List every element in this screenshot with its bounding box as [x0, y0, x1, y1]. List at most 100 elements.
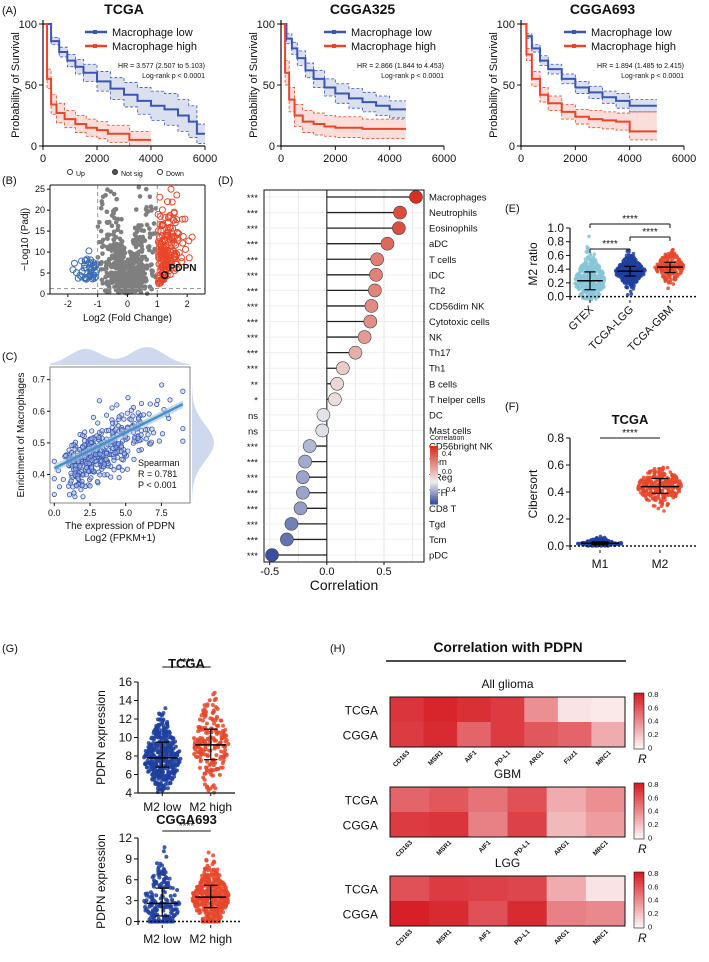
- heatmap-cell: [591, 697, 626, 723]
- y-axis-label: Probability of Survival: [10, 32, 22, 138]
- hazard-ratio: HR = 3.577 (2.507 to 5.103): [118, 63, 205, 70]
- data-point: [108, 474, 114, 480]
- colorbar-cell: [430, 470, 438, 474]
- data-point: [616, 267, 621, 272]
- data-point: [205, 702, 210, 707]
- data-point: [207, 911, 212, 916]
- legend-marker-2: [157, 169, 163, 175]
- data-point: [170, 897, 175, 902]
- significance-label: ***: [247, 271, 258, 282]
- data-point: [624, 285, 629, 290]
- x-tick-label: 4000: [139, 153, 163, 165]
- point-not-sig: [131, 288, 136, 293]
- colorbar-cell: [634, 719, 644, 723]
- data-point: [202, 889, 207, 894]
- data-point: [204, 857, 209, 862]
- data-point: [218, 914, 223, 919]
- data-point: [631, 251, 636, 256]
- data-point: [172, 774, 177, 779]
- point-not-sig: [138, 289, 144, 295]
- data-point: [211, 859, 216, 864]
- point-not-sig: [105, 246, 111, 252]
- panel-label: (H): [330, 643, 345, 655]
- data-point: [180, 425, 186, 432]
- colorbar-cell: [634, 922, 644, 926]
- data-point: [675, 274, 680, 279]
- logrank-p: Log-rank p < 0.0001: [621, 73, 684, 80]
- point-not-sig: [118, 229, 124, 235]
- panel-title: CGGA693: [570, 1, 636, 17]
- legend-label-1: Macrophage high: [591, 41, 676, 53]
- data-point: [147, 917, 152, 922]
- km-panel-1: CGGA325 0 50 100 0 2000 4000 6000 Probability of…: [248, 1, 456, 165]
- lollipop-dot: [409, 190, 423, 204]
- point-not-sig: [99, 199, 105, 204]
- colorbar-cell: [634, 821, 644, 825]
- column-label: MRC1: [595, 749, 613, 767]
- point-up: [166, 254, 174, 262]
- data-point: [103, 456, 109, 462]
- data-point: [220, 765, 225, 770]
- data-point: [664, 263, 668, 268]
- point-up: [188, 233, 196, 241]
- y-tick-label: 0.4: [32, 470, 45, 480]
- x-tick-label: 4000: [617, 153, 641, 165]
- y-tick-label: 100: [19, 19, 37, 31]
- x-tick-label: 6000: [432, 153, 456, 165]
- y-tick-label: 0.4: [547, 485, 564, 499]
- data-point: [221, 910, 226, 915]
- data-point: [161, 725, 166, 730]
- column-label: PD-L1: [494, 749, 513, 768]
- heatmap-cell: [585, 876, 626, 902]
- data-point: [168, 752, 173, 757]
- point-not-sig: [147, 194, 153, 200]
- data-point: [96, 398, 102, 404]
- lollipop-dot: [302, 439, 317, 453]
- colorbar-cell: [634, 794, 644, 799]
- x-tick-label: 0: [518, 153, 524, 165]
- point-not-sig: [138, 270, 143, 275]
- data-point: [69, 442, 75, 448]
- data-point: [105, 427, 112, 434]
- data-point: [157, 903, 162, 908]
- heatmap-cell: [468, 787, 508, 813]
- data-point: [219, 749, 224, 754]
- category-label: aDC: [429, 239, 448, 250]
- legend-marker-1: [332, 44, 336, 48]
- x-tick-label: 4000: [377, 153, 401, 165]
- data-point: [213, 718, 218, 723]
- data-point: [678, 481, 683, 486]
- data-point: [674, 479, 679, 484]
- data-point: [602, 535, 607, 540]
- data-point: [144, 893, 149, 898]
- point-not-sig: [119, 216, 124, 222]
- data-point: [585, 250, 590, 254]
- data-point: [167, 876, 172, 881]
- data-point: [154, 861, 159, 866]
- data-point: [621, 258, 626, 263]
- data-point: [72, 446, 78, 452]
- panel-label: (E): [505, 203, 520, 215]
- point-not-sig: [122, 250, 128, 256]
- data-point: [222, 903, 227, 908]
- point-not-sig: [102, 288, 108, 293]
- significance-label: ***: [247, 240, 258, 251]
- point-up: [168, 198, 176, 206]
- x-tick-label: 0: [278, 153, 284, 165]
- y-tick-label: 50: [503, 80, 515, 92]
- colorbar-cell: [634, 872, 644, 876]
- swarm-panel-6: GTEXTCGA-LGGTCGA-GBM0.00.20.40.60.81.0M2…: [505, 203, 696, 354]
- point-not-sig: [128, 268, 133, 274]
- point-not-sig: [149, 271, 155, 276]
- category-label: Macrophages: [429, 193, 487, 204]
- colorbar-cell: [634, 913, 644, 917]
- legend-marker-0: [332, 30, 336, 34]
- data-point: [143, 762, 148, 767]
- data-point: [109, 430, 115, 436]
- data-point: [114, 402, 120, 408]
- point-down: [83, 255, 91, 263]
- point-up: [164, 198, 172, 206]
- point-not-sig: [137, 266, 143, 272]
- data-point: [193, 754, 198, 759]
- data-point: [215, 767, 220, 772]
